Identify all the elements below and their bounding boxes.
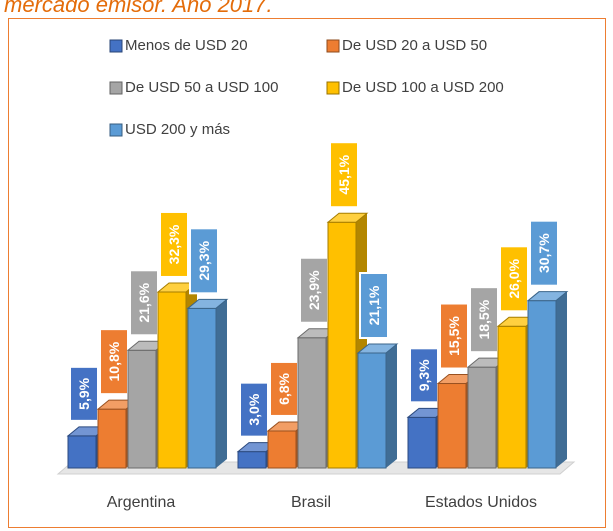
bar-top [326, 212, 369, 223]
legend-label: De USD 20 a USD 50 [342, 37, 487, 54]
bar-side [386, 344, 397, 468]
bar [297, 337, 327, 469]
data-label: 30,7% [536, 233, 552, 273]
data-label: 23,9% [306, 270, 322, 310]
bar-side [216, 299, 227, 468]
legend-label: Menos de USD 20 [125, 37, 248, 54]
bar-top [186, 298, 229, 309]
data-label-box [409, 347, 439, 404]
data-label: 9,3% [416, 359, 432, 391]
x-tick-label: Brasil [291, 494, 331, 511]
data-label: 21,1% [366, 285, 382, 325]
bar [127, 349, 157, 469]
data-label: 21,6% [136, 282, 152, 322]
bar [267, 430, 297, 469]
data-label-box [359, 272, 389, 340]
data-label: 18,5% [476, 299, 492, 339]
legend-swatch [109, 39, 123, 53]
data-label-box [499, 245, 529, 313]
legend-swatch [109, 81, 123, 95]
bar [327, 221, 357, 469]
data-label: 15,5% [446, 316, 462, 356]
data-label-box [269, 360, 299, 417]
bar-side [556, 291, 567, 468]
bar [187, 307, 217, 469]
legend-swatch [326, 39, 340, 53]
data-label-box [99, 328, 129, 396]
data-label-box [129, 269, 159, 337]
bar [527, 300, 557, 469]
legend-label: De USD 100 a USD 200 [342, 79, 504, 96]
data-label: 5,9% [76, 377, 92, 409]
data-label-box [529, 219, 559, 287]
x-tick-label: Estados Unidos [425, 494, 537, 511]
bar [437, 383, 467, 469]
data-label-box [439, 302, 469, 370]
data-label-box [299, 256, 329, 324]
bar [97, 408, 127, 469]
data-label: 29,3% [196, 240, 212, 280]
bar [157, 291, 187, 469]
data-label: 32,3% [166, 224, 182, 264]
legend-swatch [326, 81, 340, 95]
legend-label: De USD 50 a USD 100 [125, 79, 278, 96]
data-label: 45,1% [336, 154, 352, 194]
data-label: 10,8% [106, 341, 122, 381]
x-tick-label: Argentina [107, 494, 176, 511]
data-label-box [159, 210, 189, 278]
bar [467, 366, 497, 469]
data-label-box [239, 381, 269, 438]
data-label-box [469, 286, 499, 354]
chart-title: mercado emisor. Año 2017. [4, 0, 273, 17]
bar [497, 325, 527, 469]
bar-top [526, 291, 569, 302]
bar [237, 451, 267, 469]
bar [357, 352, 387, 469]
bar [407, 416, 437, 469]
bar-top [356, 343, 399, 354]
data-label: 3,0% [246, 393, 262, 425]
data-label: 6,8% [276, 372, 292, 404]
data-label: 26,0% [506, 258, 522, 298]
bar [67, 435, 97, 469]
legend-swatch [109, 123, 123, 137]
data-label-box [329, 141, 359, 209]
data-label-box [189, 227, 219, 295]
data-label-box [69, 365, 99, 422]
legend-label: USD 200 y más [125, 121, 230, 138]
